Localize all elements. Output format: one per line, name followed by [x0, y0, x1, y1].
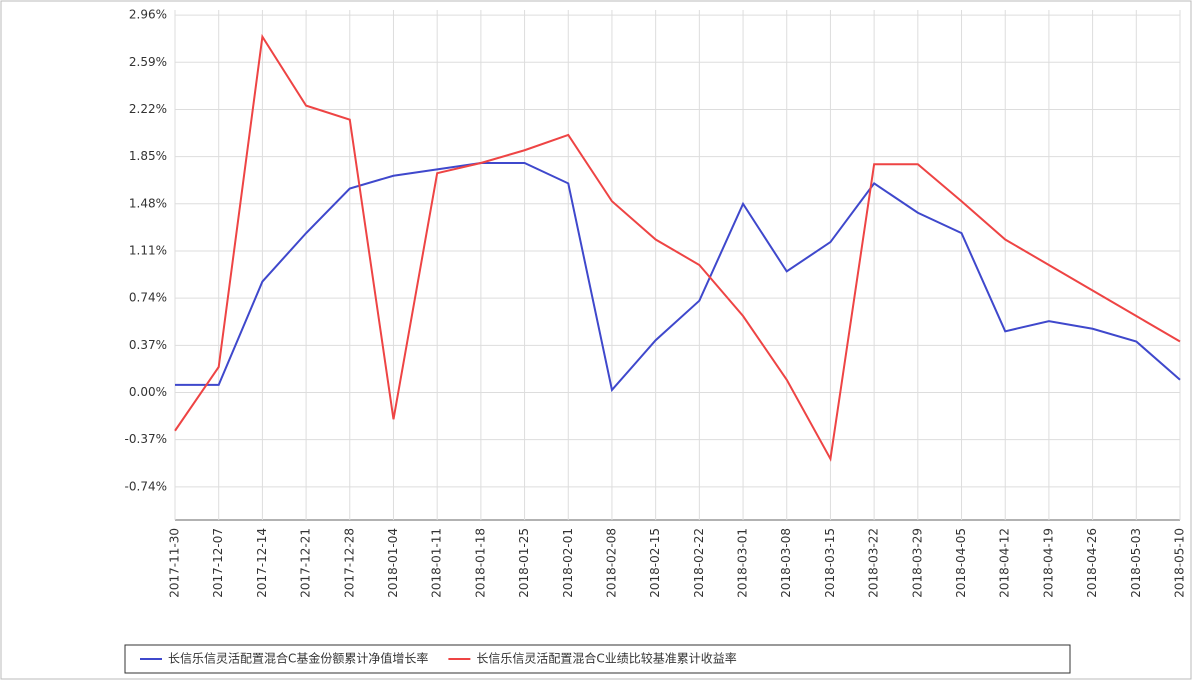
legend-label: 长信乐信灵活配置混合C基金份额累计净值增长率 — [168, 651, 428, 666]
y-tick-label: 2.59% — [129, 55, 167, 69]
y-tick-label: 0.37% — [129, 338, 167, 352]
x-tick-label: 2018-05-10 — [1173, 528, 1187, 598]
x-tick-label: 2018-02-01 — [561, 528, 575, 598]
y-tick-label: 1.11% — [129, 243, 167, 257]
y-tick-label: -0.37% — [125, 432, 167, 446]
y-tick-label: 0.00% — [129, 385, 167, 399]
y-tick-label: 2.22% — [129, 102, 167, 116]
y-tick-label: 1.48% — [129, 196, 167, 210]
x-tick-label: 2018-04-19 — [1041, 528, 1055, 598]
x-tick-label: 2018-03-29 — [910, 528, 924, 598]
x-tick-label: 2018-01-18 — [473, 528, 487, 598]
x-tick-label: 2017-12-21 — [299, 528, 313, 598]
x-tick-label: 2018-04-26 — [1085, 528, 1099, 598]
x-tick-label: 2018-01-04 — [386, 528, 400, 598]
series-line — [174, 33, 1181, 462]
x-tick-label: 2018-04-05 — [954, 528, 968, 598]
x-tick-label: 2018-02-22 — [692, 528, 706, 598]
legend-box — [124, 644, 1071, 674]
x-tick-label: 2017-12-07 — [211, 528, 225, 598]
x-tick-label: 2018-03-22 — [867, 528, 881, 598]
y-tick-label: 0.74% — [129, 291, 167, 305]
x-tick-label: 2017-11-30 — [168, 528, 182, 598]
series-line — [175, 162, 1181, 393]
x-tick-label: 2018-02-08 — [604, 528, 618, 598]
legend-label: 长信乐信灵活配置混合C业绩比较基准累计收益率 — [476, 651, 736, 666]
x-tick-label: 2018-02-15 — [648, 528, 662, 598]
y-tick-label: 2.96% — [129, 8, 167, 22]
x-tick-label: 2017-12-14 — [255, 528, 269, 598]
x-tick-label: 2018-04-12 — [998, 528, 1012, 598]
x-tick-label: 2018-03-15 — [823, 528, 837, 598]
x-tick-label: 2017-12-28 — [342, 528, 356, 598]
x-tick-label: 2018-03-08 — [779, 528, 793, 598]
x-tick-label: 2018-05-03 — [1129, 528, 1143, 598]
x-tick-label: 2018-01-11 — [430, 528, 444, 598]
x-tick-label: 2018-03-01 — [736, 528, 750, 598]
y-tick-label: 1.85% — [129, 149, 167, 163]
x-tick-label: 2018-01-25 — [517, 528, 531, 598]
y-tick-label: -0.74% — [125, 479, 167, 493]
